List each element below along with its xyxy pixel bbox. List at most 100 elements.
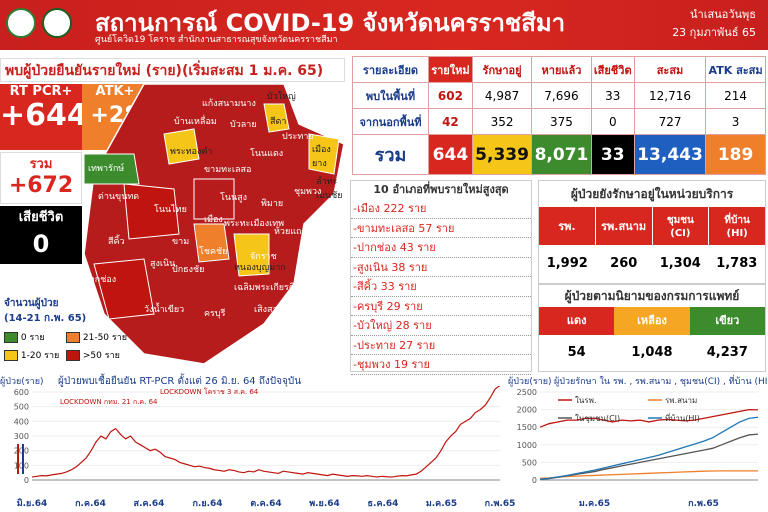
table-header: เสียชีวิต — [590, 56, 635, 83]
severity-value: 54 — [567, 345, 586, 360]
chart1-title: ผู้ป่วยพบเชื้อยืนยัน RT-PCR ตั้งแต่ 26 ม… — [58, 376, 302, 387]
severity-value: 1,048 — [631, 345, 673, 360]
map-label: สูงเนิน — [150, 259, 176, 269]
moph-logo-icon — [6, 8, 36, 38]
severity-header-yellow: เหลือง — [614, 307, 690, 335]
chart1-series-line — [31, 386, 501, 478]
table-header: รายใหม่ — [428, 56, 473, 83]
chart1-ylabel: ผู้ป่วย(ราย) — [0, 377, 44, 387]
chart2-ytick: 1500 — [517, 423, 537, 432]
death-value: 0 — [32, 230, 50, 258]
new-cases-title: พบผู้ป่วยยืนยันรายใหม่ (ราย)(เริ่มสะสม 1… — [0, 58, 345, 82]
service-title: ผู้ป่วยยังรักษาอยู่ในหน่วยบริการ — [570, 187, 734, 201]
legend-title: จำนวนผู้ป่วย — [4, 298, 59, 309]
chart1-ytick: 400 — [14, 417, 29, 426]
page-title: สถานการณ์ COVID-19 จังหวัดนครราชสีมา — [95, 9, 566, 37]
map-label: โนนไทย — [154, 205, 187, 215]
list-item: -เมือง 222 ราย — [351, 199, 531, 219]
top10-panel: 10 อำเภอที่พบรายใหม่สูงสุด -เมือง 222 รา… — [350, 180, 532, 375]
chart2-month-label: ก.พ.65 — [688, 499, 719, 509]
chart2-ytick: 0 — [532, 476, 537, 485]
map-label: บัวใหญ่ — [267, 92, 296, 102]
treatment-chart-panel: ผู้ป่วย(ราย) ผู้ป่วยรักษา ใน รพ. , รพ.สน… — [508, 372, 768, 512]
service-panel: ผู้ป่วยยังรักษาอยู่ในหน่วยบริการ รพ. รพ.… — [538, 180, 766, 284]
header-bar — [0, 0, 768, 50]
map-label: สีดา — [270, 117, 287, 127]
chart2-series-line — [539, 470, 758, 479]
chart1-ytick: 600 — [14, 388, 29, 397]
chart1-ytick: 300 — [14, 432, 29, 441]
chart1-month-label: ธ.ค.64 — [368, 499, 399, 509]
map-label: ด่านขุนทด — [98, 192, 140, 202]
severity-header-green: เขียว — [689, 307, 765, 335]
list-item: -ครบุรี 29 ราย — [351, 297, 531, 316]
report-date-day: 23 กุมภาพันธ์ 65 — [672, 26, 756, 39]
death-box: เสียชีวิต 0 — [0, 206, 82, 264]
chart2-series-line — [539, 433, 759, 480]
table-header: รักษาอยู่ — [471, 56, 533, 83]
chart1-month-label: มิ.ย.64 — [17, 498, 48, 509]
map-label: ลำทะเมนชัย — [316, 177, 343, 201]
list-item: -สีคิ้ว 33 ราย — [351, 277, 531, 297]
list-item: -ชุมพวง 19 ราย — [351, 355, 531, 375]
chart2-ytick: 1000 — [517, 441, 537, 450]
map-label: ประทาย — [282, 132, 314, 142]
chart1-month-label: ก.พ.65 — [485, 499, 516, 509]
map-label: โนนสูง — [220, 193, 248, 203]
severity-title: ผู้ป่วยตามนิยามของกรมการแพทย์ — [564, 289, 740, 303]
chart2-series-line — [539, 416, 759, 480]
map-label: เทพารักษ์ — [88, 164, 125, 174]
service-values: 1,992 260 1,304 1,783 — [539, 245, 765, 283]
map-label: จักราช — [250, 252, 277, 262]
map-label: เฉลิมพระเกียรติ — [234, 283, 295, 293]
map-label: ครบุรี — [204, 309, 226, 319]
list-item: -ขามทะเลสอ 57 ราย — [351, 219, 531, 238]
rtpcr-chart-panel: ผู้ป่วย(ราย) ผู้ป่วยพบเชื้อยืนยัน RT-PCR… — [0, 372, 536, 512]
map-label: แก้งสนามนาง — [202, 99, 256, 109]
chart1-month-label: ส.ค.64 — [134, 499, 165, 509]
chart2-svg: 0 500 1000 1500 2000 2500 ในรพ. รพ.สนามในชุมชน(… — [517, 388, 759, 509]
service-header: ชุมชน (CI) — [652, 207, 710, 245]
top10-title: 10 อำเภอที่พบรายใหม่สูงสุด — [373, 183, 509, 196]
chart2-legend-label: ในชุมชน(CI) — [575, 414, 620, 423]
legend-item: >50 ราย — [66, 348, 120, 362]
legend-item: 1-20 ราย — [4, 348, 59, 362]
chart1-month-label: ก.ค.64 — [75, 499, 106, 509]
list-item: -สูงเนิน 38 ราย — [351, 258, 531, 277]
list-item: -ประทาย 27 ราย — [351, 336, 531, 355]
table-header: รายละเอียด — [352, 56, 429, 83]
map-label: เสิงสาง — [254, 305, 282, 315]
chart2-ylabel: ผู้ป่วย(ราย) — [508, 377, 552, 387]
table-row-total: รวม 644 5,339 8,071 33 13,443 189 — [352, 134, 766, 175]
table-header: สะสม — [633, 56, 707, 83]
map-label: วังน้ำเขียว — [144, 305, 185, 315]
map-label: เมืองยาง — [312, 145, 331, 169]
map-label: ปักธงชัย — [172, 265, 205, 275]
chart1-month-label: พ.ย.64 — [309, 499, 340, 509]
list-item: -ปากช่อง 43 ราย — [351, 238, 531, 258]
chart1-month-label: ต.ค.64 — [250, 499, 281, 509]
chart2-title: ผู้ป่วยรักษา ใน รพ. , รพ.สนาม , ชุมชน(CI… — [554, 377, 768, 387]
service-headers: รพ. รพ.สนาม ชุมชน (CI) ที่บ้าน (HI) — [539, 207, 765, 245]
map-label: บัวลาย — [230, 120, 257, 130]
table-row: จากนอกพื้นที่ 42 352 375 0 727 3 — [352, 108, 766, 135]
table-header: ATK สะสม — [705, 56, 766, 83]
chart2-legend-label: ในรพ. — [575, 396, 597, 405]
map-label: โชคชัย — [199, 247, 228, 257]
total-value: +672 — [8, 173, 74, 198]
chart1-annotation: LOCKDOWN โคราช 3 ส.ค. 64 — [160, 387, 259, 396]
map-label: พิมาย — [261, 199, 284, 209]
map-legend: จำนวนผู้ป่วย (14-21 ก.พ. 65) — [4, 296, 124, 326]
report-date-weekday: นำเสนอวันพุธ — [690, 8, 756, 21]
map-label: พระทะเมืองเทพ — [224, 219, 285, 229]
chart2-month-label: ม.ค.65 — [579, 499, 610, 509]
legend-subtitle: (14-21 ก.พ. 65) — [4, 313, 87, 324]
summary-table: รายละเอียด รายใหม่ รักษาอยู่ หายแล้ว เสี… — [352, 56, 766, 175]
table-row: พบในพื้นที่ 602 4,987 7,696 33 12,716 21… — [352, 82, 766, 109]
map-label: พระทองคำ — [170, 147, 213, 157]
severity-header-red: แดง — [539, 307, 615, 335]
map-label: ชุมพวง — [294, 187, 322, 197]
severity-panel: ผู้ป่วยตามนิยามของกรมการแพทย์ แดง เหลือง… — [538, 284, 766, 372]
map-label: เมือง — [204, 215, 223, 225]
chart1-svg: 0 100 200 300 400 500 600 มิ.ย.64 ก.ค.64 ส.ค.64 ก.… — [14, 386, 516, 509]
